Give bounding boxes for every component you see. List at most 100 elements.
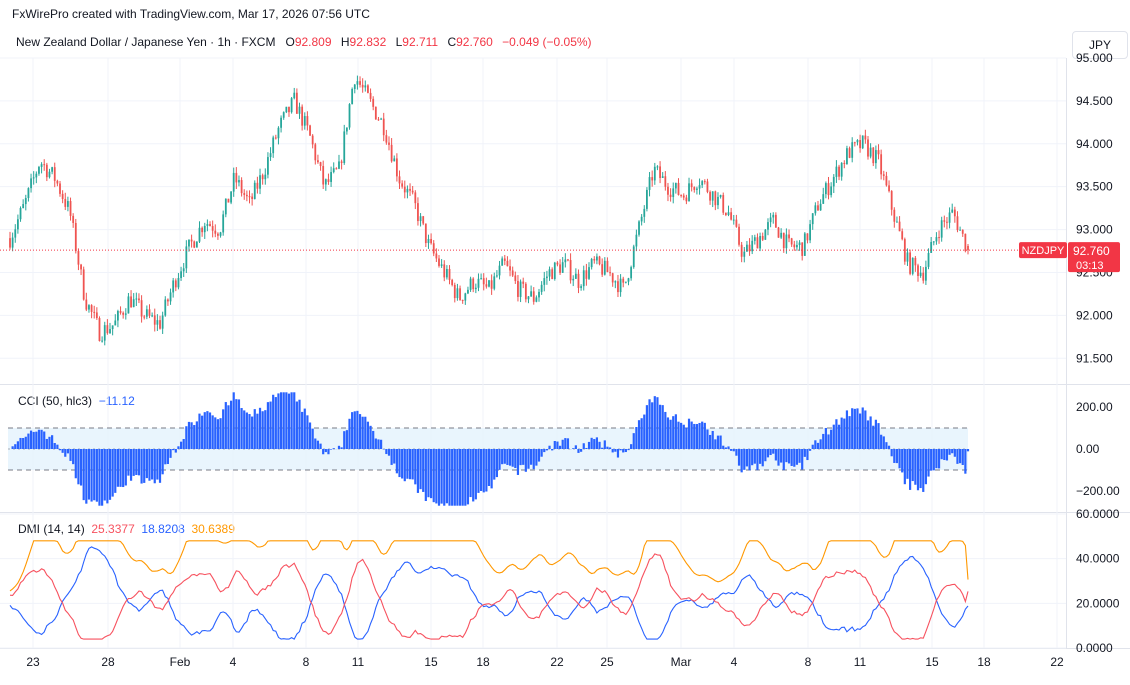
dmi-tick-label: 0.0000: [1076, 641, 1113, 655]
candle-body: [132, 299, 135, 308]
candle-body: [490, 280, 493, 289]
candle-body: [861, 135, 864, 149]
candle-body: [627, 278, 630, 282]
candle-body: [427, 238, 430, 244]
candle-body: [69, 201, 72, 216]
candle-body: [796, 244, 798, 248]
candle-body: [569, 260, 572, 281]
candle-body: [432, 243, 435, 254]
candle-body: [706, 181, 709, 192]
candle-body: [56, 180, 59, 184]
candle-body: [769, 217, 772, 223]
candle-body: [572, 278, 575, 281]
candle-body: [951, 209, 954, 213]
candle-body: [522, 281, 525, 284]
currency-button[interactable]: JPY: [1072, 31, 1128, 59]
candle-body: [119, 311, 122, 313]
candle-body: [217, 233, 219, 236]
candle-body: [30, 178, 32, 189]
candle-body: [390, 144, 393, 162]
dmi-tick-label: 60.0000: [1076, 507, 1120, 521]
candle-body: [574, 273, 577, 279]
candle-body: [830, 186, 833, 196]
candle-body: [193, 241, 196, 248]
x-tick-label: 22: [1050, 655, 1064, 669]
candle-body: [609, 272, 611, 274]
candle-body: [888, 185, 890, 192]
candle-body: [656, 166, 659, 168]
candle-body: [356, 81, 359, 85]
candle-body: [751, 240, 754, 252]
candle-body: [967, 245, 969, 251]
candle-body: [606, 260, 609, 273]
candle-body: [661, 176, 664, 178]
candle-body: [785, 234, 788, 249]
dmi-minus-value: 18.8208: [141, 522, 185, 536]
cci-name: CCI (50, hlc3): [18, 394, 93, 408]
candle-body: [409, 188, 411, 191]
low-label: L: [395, 35, 403, 49]
candle-body: [843, 162, 846, 165]
candle-body: [680, 194, 683, 196]
candle-body: [414, 192, 417, 204]
candle-body: [780, 232, 783, 238]
price-legend: New Zealand Dollar / Japanese Yen · 1h ·…: [16, 35, 598, 49]
candle-body: [638, 221, 640, 235]
x-tick-label: 11: [352, 655, 365, 669]
plus-di-line: [9, 553, 969, 640]
candle-body: [561, 262, 564, 273]
candle-body: [88, 305, 90, 310]
candle-body: [882, 174, 885, 176]
candle-body: [909, 252, 911, 274]
candle-body: [667, 186, 669, 195]
candle-body: [51, 167, 54, 172]
candle-body: [335, 168, 338, 170]
candle-body: [195, 241, 198, 248]
candle-body: [424, 223, 427, 244]
candle-body: [82, 269, 85, 300]
candle-body: [272, 137, 275, 154]
candle-body: [495, 275, 498, 277]
candle-body: [509, 266, 511, 271]
candle-body: [530, 291, 533, 297]
x-tick-label: 8: [303, 655, 310, 669]
candle-body: [598, 256, 601, 265]
candle-body: [135, 298, 138, 300]
candle-body: [327, 179, 330, 182]
candle-body: [782, 232, 785, 249]
candle-body: [445, 269, 448, 278]
candle-body: [222, 214, 225, 233]
candle-body: [103, 325, 106, 341]
candle-body: [117, 311, 119, 321]
candle-body: [480, 278, 483, 280]
x-tick-label: Mar: [671, 655, 692, 669]
candle-body: [319, 162, 322, 167]
candle-body: [201, 227, 204, 233]
close-label: C: [447, 35, 457, 49]
candle-body: [482, 278, 485, 285]
candle-body: [588, 267, 590, 279]
candle-body: [590, 258, 593, 268]
candle-body: [646, 189, 648, 209]
candle-body: [256, 182, 259, 189]
candle-body: [419, 216, 422, 222]
x-tick-label: 23: [26, 655, 40, 669]
candle-body: [753, 237, 756, 241]
price-tick-label: 91.500: [1076, 351, 1113, 365]
candle-body: [488, 280, 490, 287]
candle-body: [261, 175, 264, 180]
candle-body: [817, 205, 819, 211]
candle-body: [890, 191, 893, 210]
candle-body: [388, 142, 390, 145]
candle-body: [801, 242, 804, 256]
x-tick-label: 18: [977, 655, 991, 669]
candle-body: [38, 166, 40, 174]
candle-body: [156, 320, 159, 325]
candle-body: [85, 299, 88, 310]
candle-body: [364, 85, 367, 88]
candle-body: [803, 233, 806, 256]
x-tick-label: 25: [600, 655, 614, 669]
candle-body: [714, 191, 717, 206]
candle-body: [109, 329, 111, 334]
